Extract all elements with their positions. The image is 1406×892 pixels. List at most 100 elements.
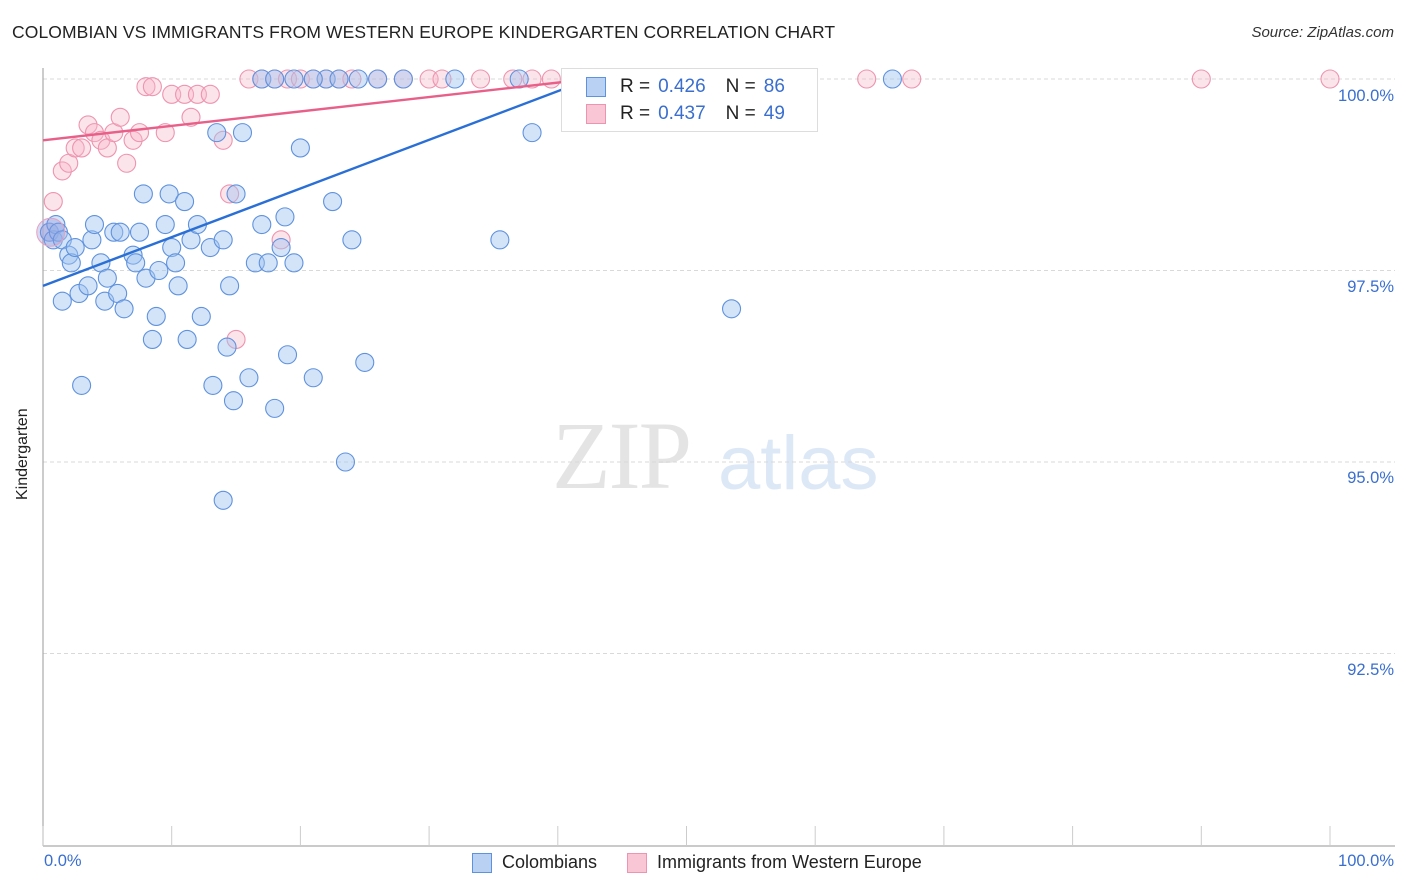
data-point [368,69,388,89]
data-cluster [36,217,66,247]
pink-swatch-icon [627,852,648,873]
data-point [348,69,368,89]
source-label: Source: ZipAtlas.com [1251,24,1394,41]
data-point [149,260,169,281]
data-point [61,253,81,273]
data-point [541,69,561,89]
data-point [155,214,175,235]
data-point [220,276,240,296]
data-point [72,138,92,158]
data-point [97,268,117,288]
r-value: 0.426 [658,76,706,97]
data-point [43,192,63,212]
data-point [142,329,162,349]
data-point [217,337,237,357]
data-point [329,69,349,89]
data-point [277,345,298,365]
data-point [284,69,304,89]
data-point [323,192,343,212]
x-tick-0: 0.0% [44,852,82,870]
data-point [252,214,272,235]
data-point [393,69,413,89]
data-point [902,69,922,89]
data-point [200,84,220,104]
data-point [162,237,182,258]
data-point [78,276,98,296]
legend-item-immigrants[interactable]: Immigrants from Western Europe [627,852,922,873]
data-point [59,245,79,265]
blue-swatch-icon [472,852,492,873]
data-point [271,237,291,258]
data-point [110,107,130,127]
data-point [110,222,130,242]
data-point [226,184,246,204]
correlation-legend: R = 0.426 N = 86 R = 0.437 N = 49 [561,68,818,132]
data-point [522,123,542,143]
data-point [181,107,201,127]
data-point [82,230,102,250]
y-tick-95: 95.0% [1347,469,1394,487]
data-point [117,153,137,173]
y-tick-97-5: 97.5% [1347,278,1394,296]
data-point [258,253,278,273]
data-point [207,123,227,143]
data-point [284,253,304,273]
data-point [271,230,291,250]
n-label: N = [725,76,756,97]
data-point [265,69,285,89]
pink-swatch-icon [586,104,606,124]
trend-line [42,77,591,142]
data-point [159,184,179,204]
legend-row-colombians: R = 0.426 N = 86 [586,75,785,99]
legend-item-colombians[interactable]: Colombians [472,852,597,873]
data-point [445,69,465,89]
n-label: N = [725,103,756,124]
data-point [177,329,197,349]
data-point [290,138,310,158]
data-point [342,230,362,250]
data-point [129,123,150,143]
data-point [303,69,323,89]
data-point [857,69,877,89]
data-point [223,391,244,411]
data-point [1320,69,1340,89]
data-point [203,375,223,395]
data-point [471,69,491,89]
data-point [175,192,195,212]
data-point [191,306,211,327]
x-tick-100: 100.0% [1338,852,1394,870]
chart-title: COLOMBIAN VS IMMIGRANTS FROM WESTERN EUR… [12,22,836,42]
r-label: R = [620,103,651,124]
data-point [303,368,323,388]
data-point [126,253,146,273]
data-point [213,490,233,510]
data-point [239,368,259,388]
r-value: 0.437 [658,103,706,124]
data-point [78,115,98,135]
data-point [84,214,105,235]
data-point [166,253,186,273]
data-point [882,69,902,89]
y-tick-92-5: 92.5% [1347,661,1394,679]
data-point [168,276,188,296]
y-axis-label: Kindergarten [14,408,31,500]
data-point [65,138,85,158]
data-point [146,306,166,327]
data-point [136,77,156,97]
data-point [52,291,72,311]
r-label: R = [620,76,651,97]
legend-row-immigrants: R = 0.437 N = 49 [586,102,785,126]
y-tick-100: 100.0% [1338,87,1394,105]
data-point [104,222,124,242]
legend-label: Immigrants from Western Europe [657,852,922,872]
data-point [72,375,92,395]
data-point [213,130,233,150]
data-point [232,123,253,143]
data-point [213,230,233,250]
data-point [265,398,285,418]
series-legend: Colombians Immigrants from Western Europ… [472,852,952,873]
n-value: 86 [763,76,785,97]
n-value: 49 [763,103,785,124]
data-point [275,207,295,227]
